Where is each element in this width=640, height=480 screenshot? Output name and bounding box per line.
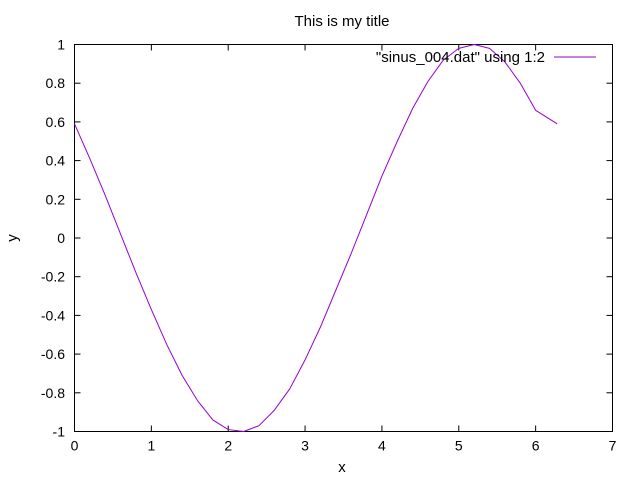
y-tick-label: 1 <box>57 37 65 53</box>
y-tick-label: -1 <box>53 424 66 440</box>
x-tick-label: 7 <box>609 438 617 454</box>
y-tick-label: 0.2 <box>46 191 66 207</box>
legend-label: "sinus_004.dat" using 1:2 <box>376 49 545 66</box>
chart-title: This is my title <box>294 13 389 30</box>
x-tick-label: 6 <box>532 438 540 454</box>
y-tick-label: 0.6 <box>46 114 66 130</box>
legend: "sinus_004.dat" using 1:2 <box>376 49 596 66</box>
y-tick-label: -0.2 <box>41 269 65 285</box>
y-axis-tick-labels: 1 0.8 0.6 0.4 0.2 0 -0.2 -0.4 -0.6 -0.8 -1 <box>41 37 65 440</box>
x-axis-tick-labels: 0 1 2 3 4 5 6 7 <box>71 438 617 454</box>
y-tick-label: -0.4 <box>41 307 65 323</box>
y-tick-label: -0.6 <box>41 346 65 362</box>
y-tick-label: 0 <box>57 230 65 246</box>
x-tick-label: 0 <box>71 438 79 454</box>
x-tick-label: 2 <box>224 438 232 454</box>
y-tick-label: 0.8 <box>46 75 66 91</box>
x-tick-label: 4 <box>378 438 386 454</box>
x-tick-label: 1 <box>147 438 155 454</box>
x-tick-label: 5 <box>455 438 463 454</box>
y-tick-label: 0.4 <box>46 153 66 169</box>
x-tick-label: 3 <box>301 438 309 454</box>
series-line <box>74 44 558 432</box>
series-layer <box>74 44 558 432</box>
y-tick-label: -0.8 <box>41 385 65 401</box>
x-axis-label: x <box>338 459 346 476</box>
y-axis-label: y <box>4 234 21 242</box>
axis-ticks <box>74 44 613 432</box>
